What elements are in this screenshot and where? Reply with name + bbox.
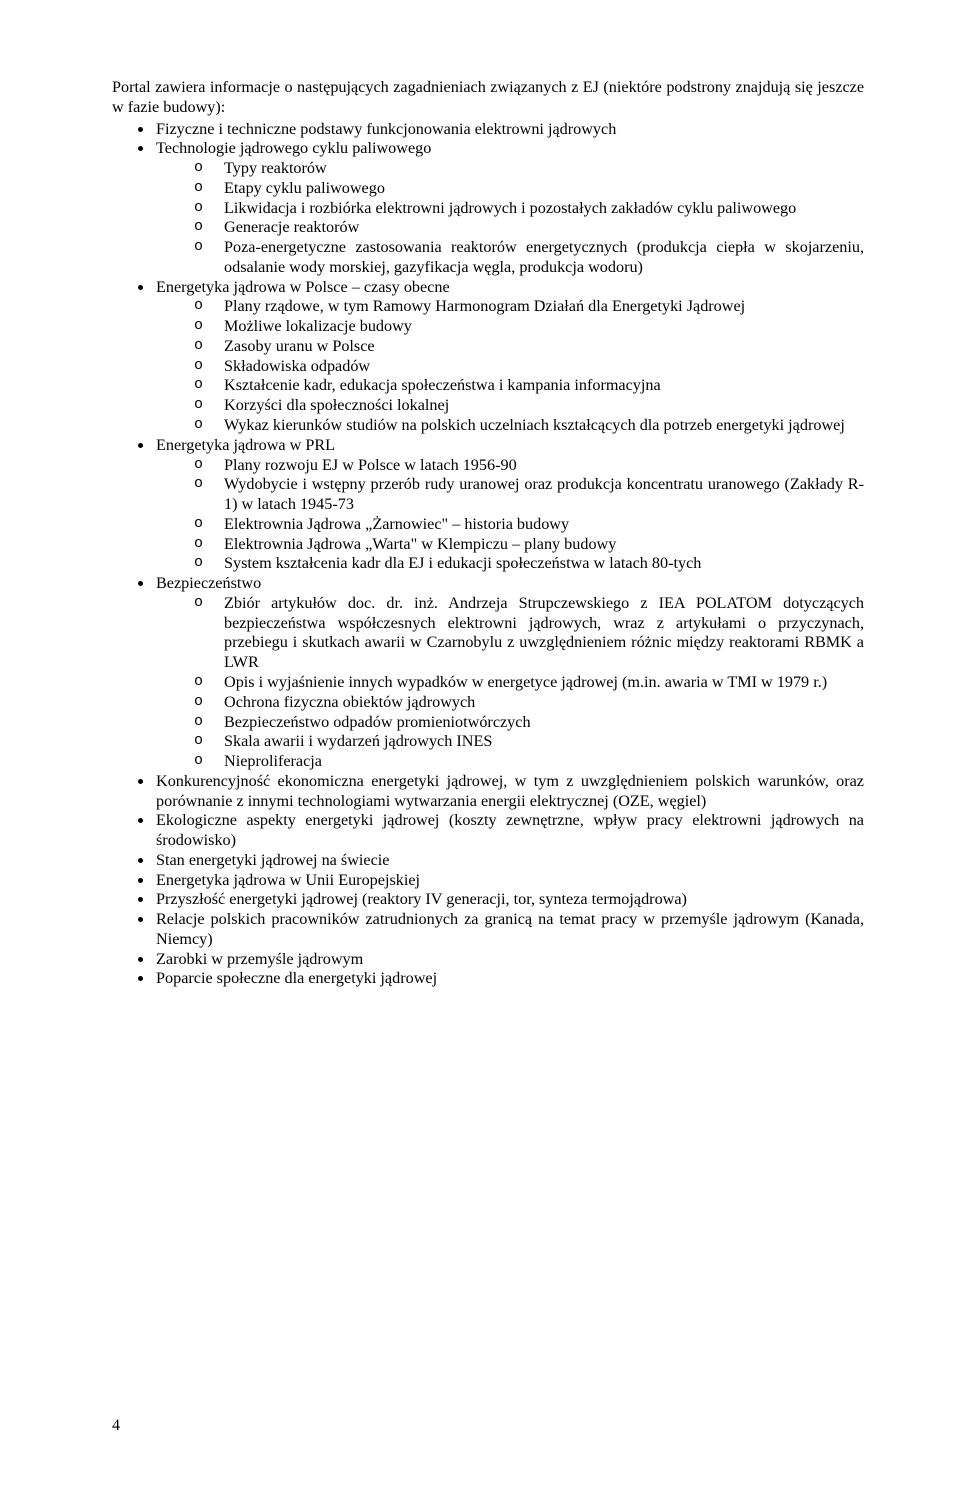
intro-paragraph: Portal zawiera informacje o następującyc… <box>112 78 864 118</box>
sub-list-item: Poza-energetyczne zastosowania reaktorów… <box>194 238 864 278</box>
sub-list-item: Wydobycie i wstępny przerób rudy uranowe… <box>194 475 864 515</box>
list-item-text: Energetyka jądrowa w Polsce – czasy obec… <box>156 278 864 298</box>
sub-list-item: Kształcenie kadr, edukacja społeczeństwa… <box>194 376 864 396</box>
document-page: Portal zawiera informacje o następującyc… <box>0 0 960 1492</box>
list-item-text: Stan energetyki jądrowej na świecie <box>156 851 864 871</box>
list-item-text: Energetyka jądrowa w Unii Europejskiej <box>156 871 864 891</box>
list-item-text: Energetyka jądrowa w PRL <box>156 436 864 456</box>
list-item-text: Relacje polskich pracowników zatrudniony… <box>156 910 864 950</box>
page-number: 4 <box>112 1416 120 1436</box>
list-item: Konkurencyjność ekonomiczna energetyki j… <box>154 772 864 812</box>
sub-list-item: Nieproliferacja <box>194 752 864 772</box>
sub-list-item: Bezpieczeństwo odpadów promieniotwórczyc… <box>194 713 864 733</box>
sub-list-item: Możliwe lokalizacje budowy <box>194 317 864 337</box>
list-item: Przyszłość energetyki jądrowej (reaktory… <box>154 890 864 910</box>
sub-bullet-list: Plany rozwoju EJ w Polsce w latach 1956-… <box>156 456 864 575</box>
list-item: Energetyka jądrowa w PRLPlany rozwoju EJ… <box>154 436 864 574</box>
sub-list-item: Skala awarii i wydarzeń jądrowych INES <box>194 732 864 752</box>
list-item-text: Konkurencyjność ekonomiczna energetyki j… <box>156 772 864 812</box>
list-item: Relacje polskich pracowników zatrudniony… <box>154 910 864 950</box>
list-item: Fizyczne i techniczne podstawy funkcjono… <box>154 120 864 140</box>
sub-list-item: Korzyści dla społeczności lokalnej <box>194 396 864 416</box>
list-item: Poparcie społeczne dla energetyki jądrow… <box>154 969 864 989</box>
sub-list-item: Typy reaktorów <box>194 159 864 179</box>
sub-list-item: Elektrownia Jądrowa „Warta" w Klempiczu … <box>194 535 864 555</box>
sub-bullet-list: Plany rządowe, w tym Ramowy Harmonogram … <box>156 297 864 435</box>
sub-list-item: Plany rozwoju EJ w Polsce w latach 1956-… <box>194 456 864 476</box>
sub-list-item: Zasoby uranu w Polsce <box>194 337 864 357</box>
sub-list-item: Likwidacja i rozbiórka elektrowni jądrow… <box>194 199 864 219</box>
list-item-text: Technologie jądrowego cyklu paliwowego <box>156 139 864 159</box>
sub-list-item: Ochrona fizyczna obiektów jądrowych <box>194 693 864 713</box>
sub-bullet-list: Zbiór artykułów doc. dr. inż. Andrzeja S… <box>156 594 864 772</box>
list-item-text: Przyszłość energetyki jądrowej (reaktory… <box>156 890 864 910</box>
list-item: Technologie jądrowego cyklu paliwowegoTy… <box>154 139 864 277</box>
sub-list-item: Elektrownia Jądrowa „Żarnowiec" – histor… <box>194 515 864 535</box>
list-item: Stan energetyki jądrowej na świecie <box>154 851 864 871</box>
sub-list-item: Generacje reaktorów <box>194 218 864 238</box>
list-item: Ekologiczne aspekty energetyki jądrowej … <box>154 811 864 851</box>
top-bullet-list: Fizyczne i techniczne podstawy funkcjono… <box>112 120 864 990</box>
list-item-text: Ekologiczne aspekty energetyki jądrowej … <box>156 811 864 851</box>
sub-list-item: Plany rządowe, w tym Ramowy Harmonogram … <box>194 297 864 317</box>
list-item-text: Bezpieczeństwo <box>156 574 864 594</box>
sub-list-item: Wykaz kierunków studiów na polskich ucze… <box>194 416 864 436</box>
sub-bullet-list: Typy reaktorówEtapy cyklu paliwowegoLikw… <box>156 159 864 278</box>
sub-list-item: Etapy cyklu paliwowego <box>194 179 864 199</box>
sub-list-item: Zbiór artykułów doc. dr. inż. Andrzeja S… <box>194 594 864 673</box>
list-item: BezpieczeństwoZbiór artykułów doc. dr. i… <box>154 574 864 772</box>
sub-list-item: System kształcenia kadr dla EJ i edukacj… <box>194 554 864 574</box>
sub-list-item: Opis i wyjaśnienie innych wypadków w ene… <box>194 673 864 693</box>
list-item-text: Poparcie społeczne dla energetyki jądrow… <box>156 969 864 989</box>
list-item: Energetyka jądrowa w Polsce – czasy obec… <box>154 278 864 436</box>
sub-list-item: Składowiska odpadów <box>194 357 864 377</box>
list-item: Zarobki w przemyśle jądrowym <box>154 950 864 970</box>
list-item-text: Fizyczne i techniczne podstawy funkcjono… <box>156 120 864 140</box>
list-item: Energetyka jądrowa w Unii Europejskiej <box>154 871 864 891</box>
list-item-text: Zarobki w przemyśle jądrowym <box>156 950 864 970</box>
